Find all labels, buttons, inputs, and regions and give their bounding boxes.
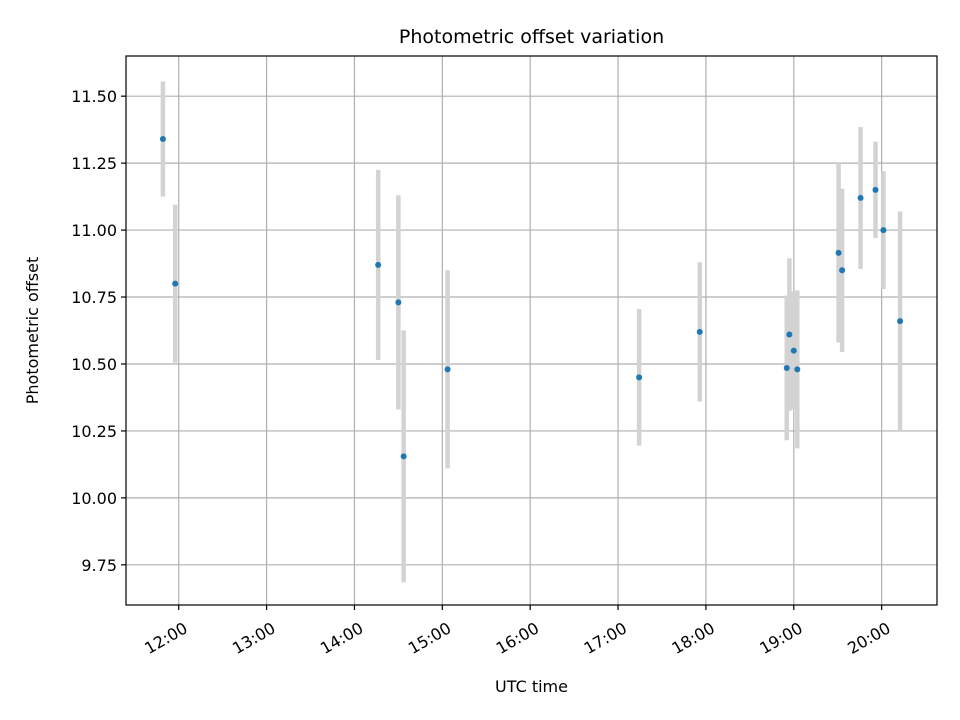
x-axis-label: UTC time bbox=[495, 677, 568, 696]
data-point bbox=[790, 347, 797, 354]
data-point bbox=[897, 318, 904, 325]
data-point bbox=[159, 136, 166, 143]
data-point bbox=[880, 227, 887, 234]
y-tick-label: 10.50 bbox=[71, 355, 117, 374]
y-tick-label: 11.00 bbox=[71, 221, 117, 240]
y-tick-label: 9.75 bbox=[81, 556, 117, 575]
data-point bbox=[444, 366, 451, 373]
data-point bbox=[172, 280, 179, 287]
data-point bbox=[794, 366, 801, 373]
data-points bbox=[159, 136, 904, 460]
plot-area-frame bbox=[125, 55, 938, 606]
data-point bbox=[400, 453, 407, 460]
data-point bbox=[839, 267, 846, 274]
data-point bbox=[835, 249, 842, 256]
chart-title: Photometric offset variation bbox=[399, 26, 664, 48]
data-point bbox=[783, 364, 790, 371]
y-tick-label: 11.50 bbox=[71, 87, 117, 106]
data-point bbox=[395, 299, 402, 306]
data-point bbox=[857, 194, 864, 201]
data-point bbox=[636, 374, 643, 381]
data-point bbox=[696, 328, 703, 335]
y-tick-label: 11.25 bbox=[71, 154, 117, 173]
y-tick-label: 10.75 bbox=[71, 288, 117, 307]
grid bbox=[126, 56, 937, 605]
y-tick-label: 10.00 bbox=[71, 489, 117, 508]
data-point bbox=[786, 331, 793, 338]
y-axis-label: Photometric offset bbox=[23, 257, 42, 405]
data-point bbox=[872, 186, 879, 193]
y-tick-label: 10.25 bbox=[71, 422, 117, 441]
data-point bbox=[375, 261, 382, 268]
